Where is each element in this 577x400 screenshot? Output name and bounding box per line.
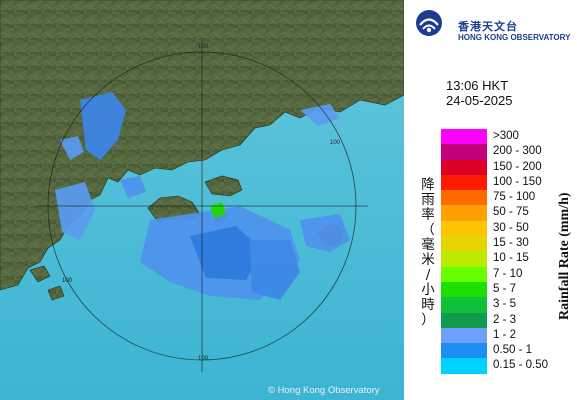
legend-label: 10 - 15	[493, 252, 529, 265]
legend-item: 1 - 2	[441, 327, 571, 344]
range-rings	[36, 40, 368, 372]
legend-item: 75 - 100	[441, 190, 571, 206]
legend-item: 5 - 7	[441, 281, 571, 298]
legend-item: 2 - 3	[441, 312, 571, 328]
legend-swatch	[441, 327, 487, 344]
legend-title-zh: 降雨率（毫米 / 小時）	[421, 177, 435, 328]
ring-label-north: 100	[198, 44, 209, 50]
legend-item: 7 - 10	[441, 266, 571, 282]
radar-map: 100 100 100 100	[0, 0, 404, 400]
ring-label-south: 100	[198, 356, 209, 362]
legend-swatch	[441, 159, 487, 175]
legend-swatch	[441, 205, 487, 221]
observatory-emblem-icon	[416, 10, 442, 36]
legend-item: 15 - 30	[441, 236, 571, 252]
outlying-island-sw	[47, 285, 65, 301]
legend-item: 100 - 150	[441, 174, 571, 191]
legend-swatch	[441, 281, 487, 298]
ring-label-east: 100	[330, 140, 341, 146]
legend-label: 50 - 75	[493, 206, 529, 219]
observatory-logo: 香港天文台 HONG KONG OBSERVATORY	[414, 8, 574, 42]
legend-item: >300	[441, 129, 571, 145]
ring-label-west: 100	[62, 278, 73, 284]
outlying-island-west	[29, 265, 51, 283]
legend-item: 0.15 - 0.50	[441, 358, 571, 374]
legend-swatch	[441, 220, 487, 237]
observation-date: 24-05-2025	[446, 93, 513, 108]
legend-item: 50 - 75	[441, 205, 571, 221]
legend-label: 7 - 10	[493, 267, 523, 280]
org-name-en: HONG KONG OBSERVATORY	[458, 33, 571, 42]
org-name-zh: 香港天文台	[458, 20, 518, 33]
legend-item: 10 - 15	[441, 251, 571, 267]
copyright-notice: © Hong Kong Observatory	[268, 385, 380, 396]
legend-swatch	[441, 236, 487, 252]
legend-label: 0.50 - 1	[493, 344, 532, 357]
rainfall-legend: >300 200 - 300 150 - 200 100 - 150 75 - 100 5…	[441, 129, 571, 374]
legend-swatch	[441, 174, 487, 191]
legend-swatch	[441, 190, 487, 206]
legend-swatch	[441, 343, 487, 359]
legend-label: 3 - 5	[493, 298, 517, 311]
legend-swatch	[441, 129, 487, 145]
legend-label: 2 - 3	[493, 313, 517, 326]
legend-label: 1 - 2	[493, 328, 517, 341]
legend-swatch	[441, 297, 487, 313]
legend-label: 30 - 50	[493, 221, 529, 234]
legend-swatch	[441, 251, 487, 267]
legend-panel: 香港天文台 HONG KONG OBSERVATORY 13:06 HKT 24…	[404, 0, 577, 400]
legend-swatch	[441, 358, 487, 374]
legend-label: 100 - 150	[493, 175, 542, 188]
legend-title-en: Rainfall Rate (mm/h)	[557, 192, 572, 320]
rain-echoes	[55, 92, 350, 300]
legend-label: 15 - 30	[493, 237, 529, 250]
observation-time: 13:06 HKT	[446, 78, 509, 93]
legend-swatch	[441, 266, 487, 282]
legend-label: 200 - 300	[493, 145, 542, 158]
hk-island	[204, 175, 243, 197]
legend-item: 150 - 200	[441, 159, 571, 175]
legend-swatch	[441, 144, 487, 160]
legend-item: 30 - 50	[441, 220, 571, 237]
legend-item: 200 - 300	[441, 144, 571, 160]
legend-swatch	[441, 312, 487, 328]
legend-item: 3 - 5	[441, 297, 571, 313]
legend-label: 75 - 100	[493, 191, 536, 204]
legend-label: 150 - 200	[493, 160, 542, 173]
legend-item: 0.50 - 1	[441, 343, 571, 359]
legend-label: 0.15 - 0.50	[493, 359, 548, 372]
legend-label: >300	[493, 130, 519, 142]
range-ring-labels: 100 100 100 100	[62, 44, 341, 362]
legend-label: 5 - 7	[493, 282, 517, 295]
